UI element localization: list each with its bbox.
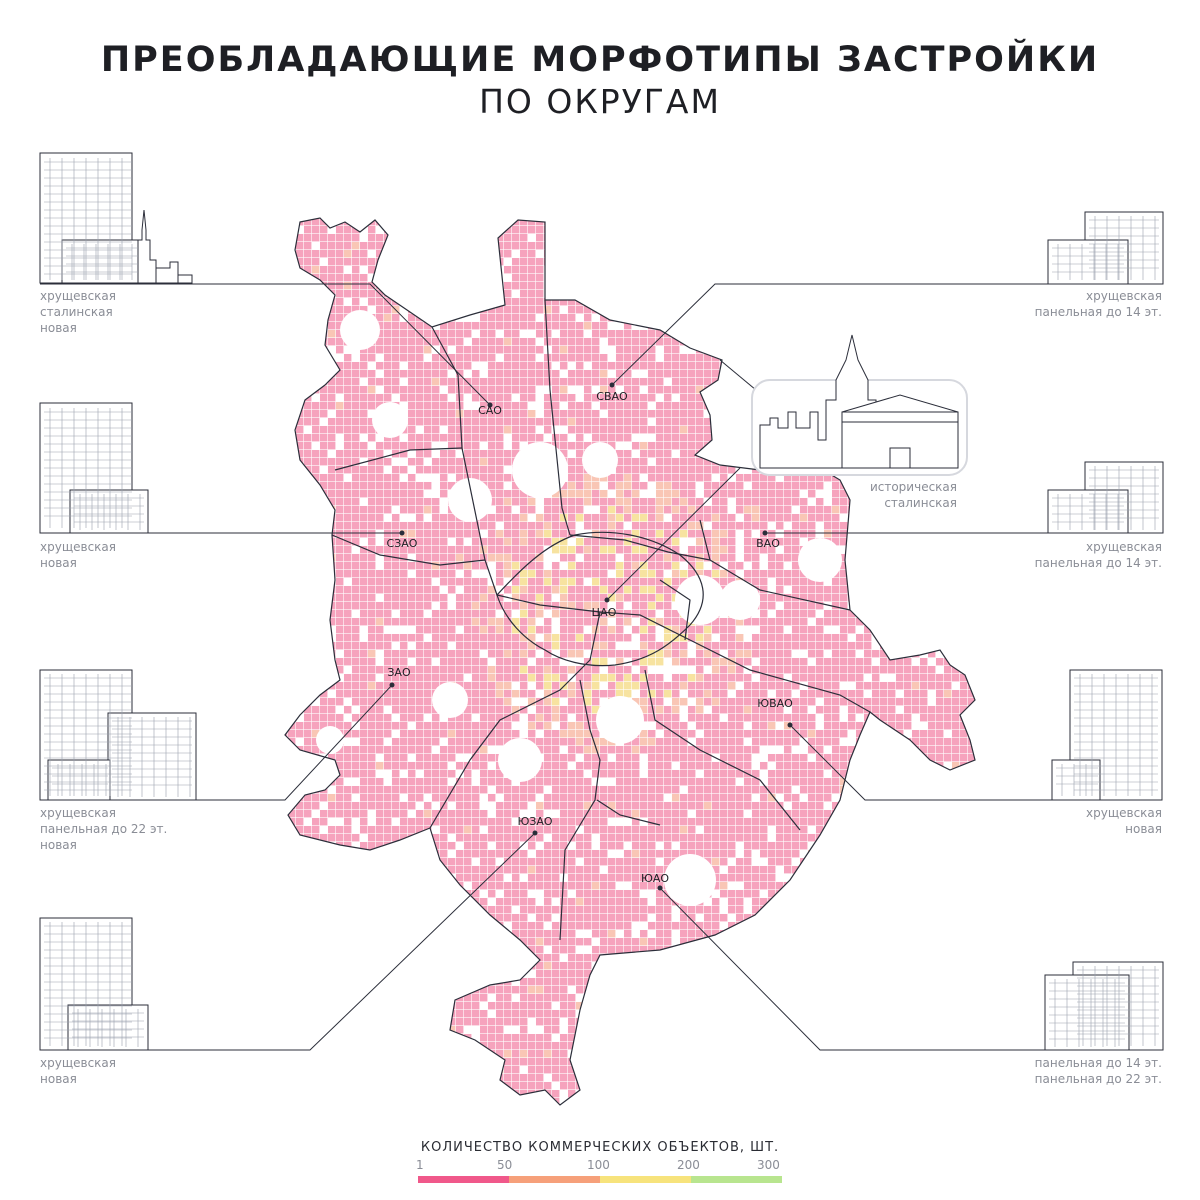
caption-vao: хрущевская панельная до 14 эт. — [1034, 540, 1162, 570]
district-label-zao: ЗАО — [387, 666, 411, 679]
district-label-yuzao: ЮЗАО — [517, 815, 552, 828]
building-icon-vao — [1047, 461, 1164, 534]
building-icon-yuao — [1044, 961, 1164, 1051]
building-icon-yuvao — [1051, 669, 1163, 801]
caption-yuao: панельная до 14 эт. панельная до 22 эт. — [1034, 1056, 1162, 1086]
legend-bar-100 — [600, 1176, 691, 1183]
building-icon-cao — [751, 334, 968, 476]
district-label-sao: САО — [478, 404, 502, 417]
caption-szao: хрущевская новая — [40, 540, 116, 570]
caption-yuzao: хрущевская новая — [40, 1056, 116, 1086]
density-grid — [285, 218, 975, 1105]
legend-bar-50 — [509, 1176, 600, 1183]
page-subtitle: ПО ОКРУГАМ — [479, 82, 721, 121]
legend-tick-100: 100 — [587, 1158, 610, 1172]
caption-cao: историческая сталинская — [869, 480, 957, 510]
legend-bar-1 — [418, 1176, 509, 1183]
building-windows — [44, 158, 1159, 1047]
moscow-boundary — [284, 217, 976, 1106]
district-label-szao: СЗАО — [387, 537, 418, 550]
district-label-vao: ВАО — [756, 537, 780, 550]
caption-yuvao: хрущевская новая — [1086, 806, 1162, 836]
district-dots — [389, 382, 793, 891]
caption-svao: хрущевская панельная до 14 эт. — [1034, 289, 1162, 319]
legend-tick-200: 200 — [677, 1158, 700, 1172]
legend-bar-200 — [691, 1176, 782, 1183]
legend-tick-1: 1 — [416, 1158, 424, 1172]
legend-tick-50: 50 — [497, 1158, 513, 1172]
legend-tick-300: 300 — [757, 1158, 780, 1172]
caption-zao: хрущевская панельная до 22 эт. новая — [40, 806, 168, 852]
page-title: ПРЕОБЛАДАЮЩИЕ МОРФОТИПЫ ЗАСТРОЙКИ — [100, 40, 1100, 80]
cao-border — [496, 531, 704, 667]
caption-sao: хрущевская сталинская новая — [40, 289, 116, 335]
district-label-yuvao: ЮВАО — [757, 697, 793, 710]
district-label-cao: ЦАО — [592, 606, 617, 619]
legend-title: КОЛИЧЕСТВО КОММЕРЧЕСКИХ ОБЪЕКТОВ, ШТ. — [420, 1140, 780, 1155]
district-label-yuao: ЮАО — [641, 872, 669, 885]
district-borders — [331, 299, 871, 941]
district-label-svao: СВАО — [596, 390, 628, 403]
